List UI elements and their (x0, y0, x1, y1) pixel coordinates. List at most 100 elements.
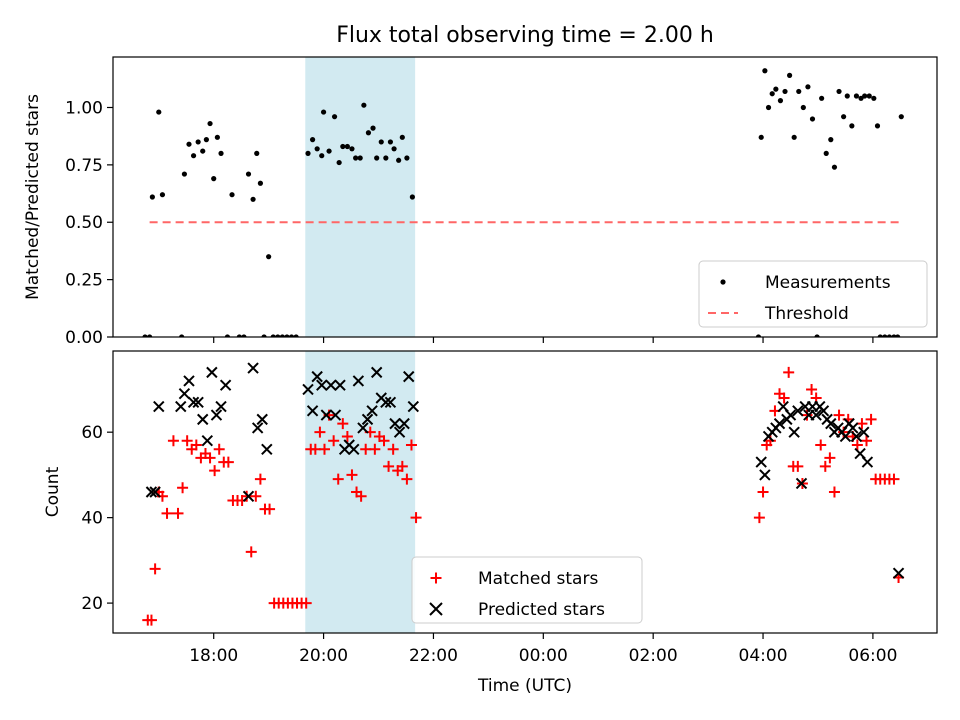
data-point (179, 334, 185, 337)
data-point (355, 490, 367, 502)
data-point (773, 86, 779, 92)
data-point (329, 409, 342, 421)
data-point (374, 155, 380, 161)
data-point (380, 396, 392, 408)
data-point (341, 430, 353, 442)
data-point (203, 137, 209, 143)
x-tick-label: 00:00 (519, 646, 568, 666)
data-point (156, 109, 162, 115)
data-point (387, 443, 399, 455)
data-point (316, 379, 328, 391)
data-point (810, 409, 822, 421)
data-point (819, 95, 825, 101)
legend-label: Measurements (765, 273, 891, 293)
data-point (251, 422, 264, 434)
data-point (806, 383, 818, 395)
data-point (378, 139, 384, 145)
data-point (762, 68, 768, 74)
axes-frame (112, 350, 938, 634)
data-point (786, 72, 793, 78)
data-point (898, 114, 904, 120)
data-point (190, 439, 202, 451)
shaded-band (305, 57, 416, 337)
data-point (861, 435, 873, 447)
bottom-panel: 20 40 60 18:00 20:00 22:00 00:00 02:00 04:00 06:0… (43, 350, 938, 696)
y-axis-label: Count (43, 466, 63, 517)
data-point (250, 196, 256, 202)
data-point (758, 134, 764, 140)
data-point (792, 405, 804, 417)
data-point (825, 417, 837, 430)
data-point (200, 148, 206, 154)
data-point (383, 155, 389, 161)
data-point (815, 439, 827, 451)
data-point (197, 413, 209, 426)
data-point (874, 123, 881, 129)
data-point (149, 563, 161, 575)
data-point (192, 396, 204, 408)
data-point (161, 507, 173, 519)
data-point (409, 194, 415, 200)
data-point (865, 413, 877, 425)
data-point (378, 435, 390, 447)
data-point (320, 409, 333, 421)
data-point (352, 375, 365, 387)
data-point (311, 370, 323, 383)
data-point (142, 334, 148, 337)
data-point (389, 417, 401, 430)
data-point (147, 334, 153, 337)
plot-area (142, 68, 904, 337)
data-point (778, 392, 790, 404)
y-tick-label: 60 (81, 423, 103, 443)
x-tick-label: 06:00 (848, 646, 897, 666)
data-point (319, 153, 325, 159)
data-point (222, 456, 234, 468)
data-point (783, 366, 795, 378)
data-point (254, 150, 260, 156)
data-point (346, 469, 358, 481)
data-point (242, 490, 255, 502)
x-tick-label: 02:00 (629, 646, 678, 666)
data-point (357, 422, 369, 434)
legend-marker (430, 572, 442, 584)
data-point (828, 486, 840, 498)
data-point (405, 439, 417, 451)
data-point (396, 157, 402, 163)
data-point (396, 460, 408, 472)
data-point (314, 426, 326, 438)
data-point (403, 370, 415, 383)
data-point (805, 84, 811, 90)
data-point (250, 490, 262, 502)
data-point (215, 400, 227, 413)
data-point (384, 396, 397, 408)
data-point (370, 366, 383, 379)
data-point (877, 334, 883, 337)
data-point (833, 409, 845, 421)
data-point (814, 334, 820, 337)
data-point (328, 435, 340, 447)
data-point (224, 334, 231, 337)
data-point (256, 413, 268, 426)
data-point (236, 334, 242, 337)
data-point (791, 134, 797, 140)
data-point (181, 171, 188, 177)
data-point (819, 460, 831, 472)
y-tick-label: 1.00 (65, 98, 103, 118)
data-point (393, 426, 406, 438)
data-point (334, 379, 346, 391)
series-measurements (142, 68, 904, 337)
data-point (784, 409, 797, 421)
data-point (387, 139, 394, 145)
data-point (178, 388, 191, 400)
data-point (309, 137, 316, 143)
y-tick-label: 0.00 (65, 328, 103, 348)
data-point (145, 486, 158, 498)
data-point (190, 153, 197, 159)
data-point (886, 334, 892, 337)
data-point (279, 334, 285, 337)
data-point (159, 192, 166, 198)
data-point (383, 460, 395, 472)
data-point (792, 460, 804, 472)
legend: Measurements Threshold (698, 260, 928, 328)
